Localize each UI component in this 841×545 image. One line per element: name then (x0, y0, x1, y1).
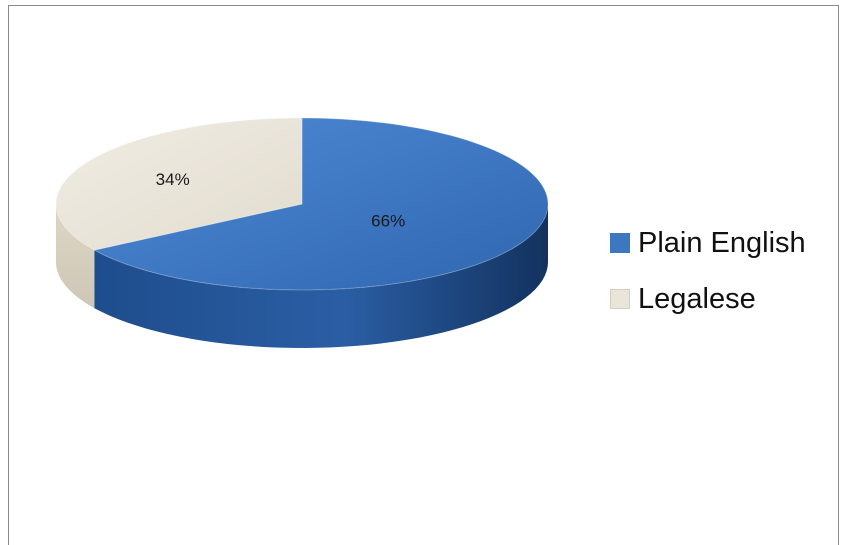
data-label-plain-english: 66% (371, 212, 405, 231)
legend-item-plain-english: Plain English (610, 226, 806, 260)
pie-side-legalese (56, 204, 95, 309)
pie-side-plain-english (94, 204, 549, 348)
data-label-legalese: 34% (156, 170, 190, 189)
pie-label-layer: 66% 34% (156, 170, 406, 231)
legend-label-legalese: Legalese (638, 282, 756, 315)
legend-swatch-plain-english (610, 233, 630, 253)
pie-slice-plain-english (92, 117, 549, 291)
legend-item-legalese: Legalese (610, 282, 806, 316)
legend-swatch-legalese (610, 289, 630, 309)
legend-label-plain-english: Plain English (638, 226, 806, 259)
pie-slice-legalese (55, 117, 303, 251)
pie-side-layer (56, 204, 549, 348)
legend: Plain English Legalese (610, 226, 806, 338)
pie-top-layer (55, 117, 549, 291)
